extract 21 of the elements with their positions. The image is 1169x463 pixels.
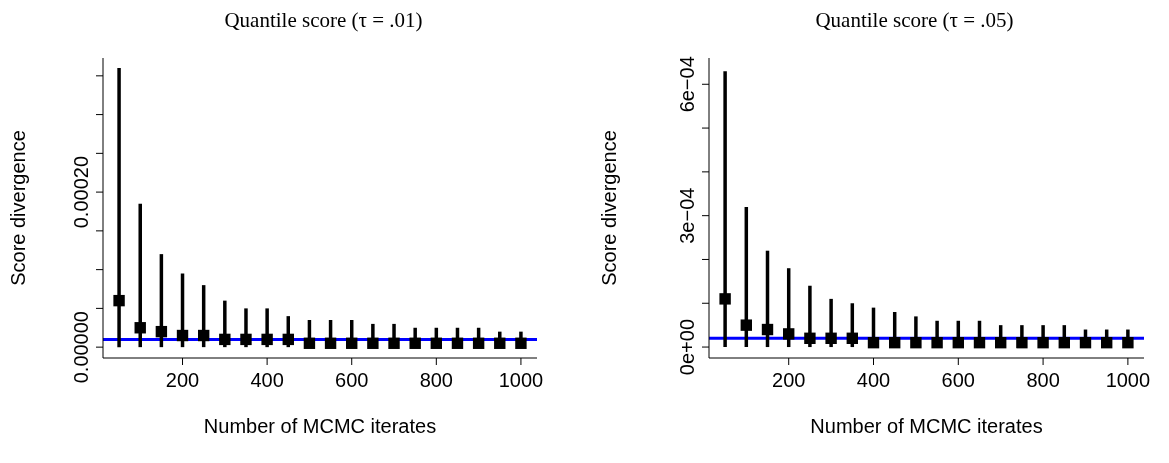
x-axis-title: Number of MCMC iterates xyxy=(203,415,437,437)
y-tick-label: 0e+00 xyxy=(676,318,698,376)
y-tick-label: 0.00020 xyxy=(70,155,92,229)
x-tick-label: 1000 xyxy=(498,369,544,391)
y-tick-label: 3e−04 xyxy=(676,187,698,244)
x-axis-title: Number of MCMC iterates xyxy=(810,415,1043,437)
chart-title: Quantile score (τ = .05) xyxy=(814,8,1015,34)
x-tick-label: 600 xyxy=(941,369,975,391)
x-tick-label: 800 xyxy=(419,369,454,391)
y-tick-label: 6e−04 xyxy=(676,56,698,113)
x-tick-label: 800 xyxy=(1026,369,1060,391)
y-axis-title: Score divergence xyxy=(7,130,30,286)
x-tick-label: 400 xyxy=(250,369,284,391)
x-tick-label: 200 xyxy=(772,369,806,391)
x-tick-label: 1000 xyxy=(1105,369,1151,391)
x-tick-label: 400 xyxy=(856,369,891,391)
y-axis-title: Score divergence xyxy=(598,130,621,286)
x-tick-label: 600 xyxy=(335,369,369,391)
x-tick-label: 200 xyxy=(165,369,200,391)
y-tick-label: 0.00000 xyxy=(70,311,92,384)
chart-title: Quantile score (τ = .01) xyxy=(223,8,424,34)
